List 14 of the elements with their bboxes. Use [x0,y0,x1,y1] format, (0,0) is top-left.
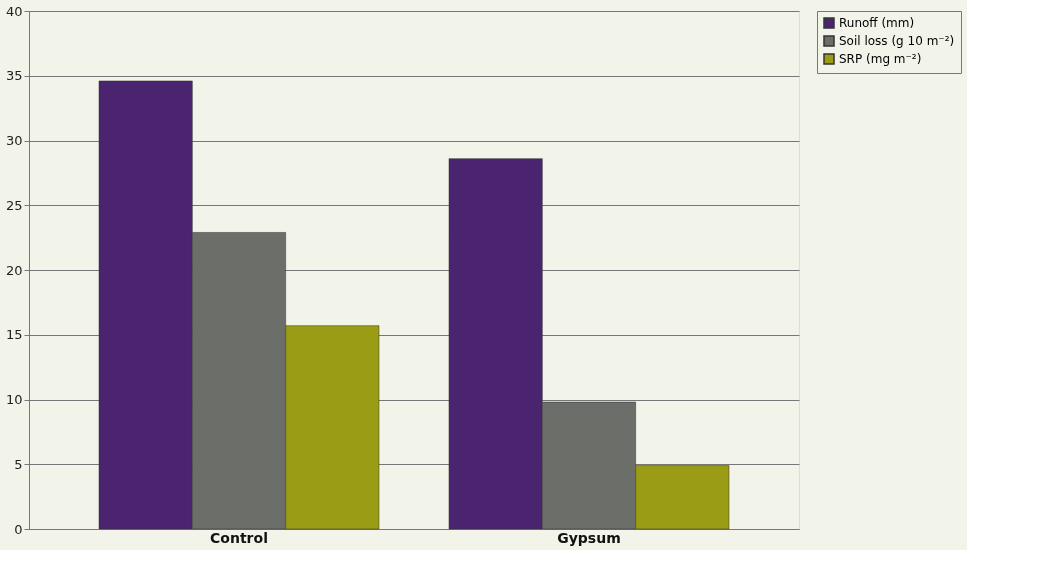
y-tick-label: 25 [5,197,23,213]
y-tick-label: 0 [14,521,23,537]
y-tick-label: 15 [5,327,23,343]
y-tick-label: 40 [5,3,23,19]
y-tick-label: 10 [5,392,23,407]
legend-label: Runoff (mm) [839,16,915,30]
x-tick-label: Gypsum [557,529,621,546]
x-tick-label: Control [210,529,268,546]
y-tick-label: 5 [14,456,23,472]
y-tick-label: 30 [5,133,23,148]
legend-label: SRP (mg m⁻²) [839,52,922,66]
y-tick-label: 35 [5,68,23,84]
y-tick-label: 20 [5,262,23,278]
legend-label: Soil loss (g 10 m⁻²) [839,34,955,48]
